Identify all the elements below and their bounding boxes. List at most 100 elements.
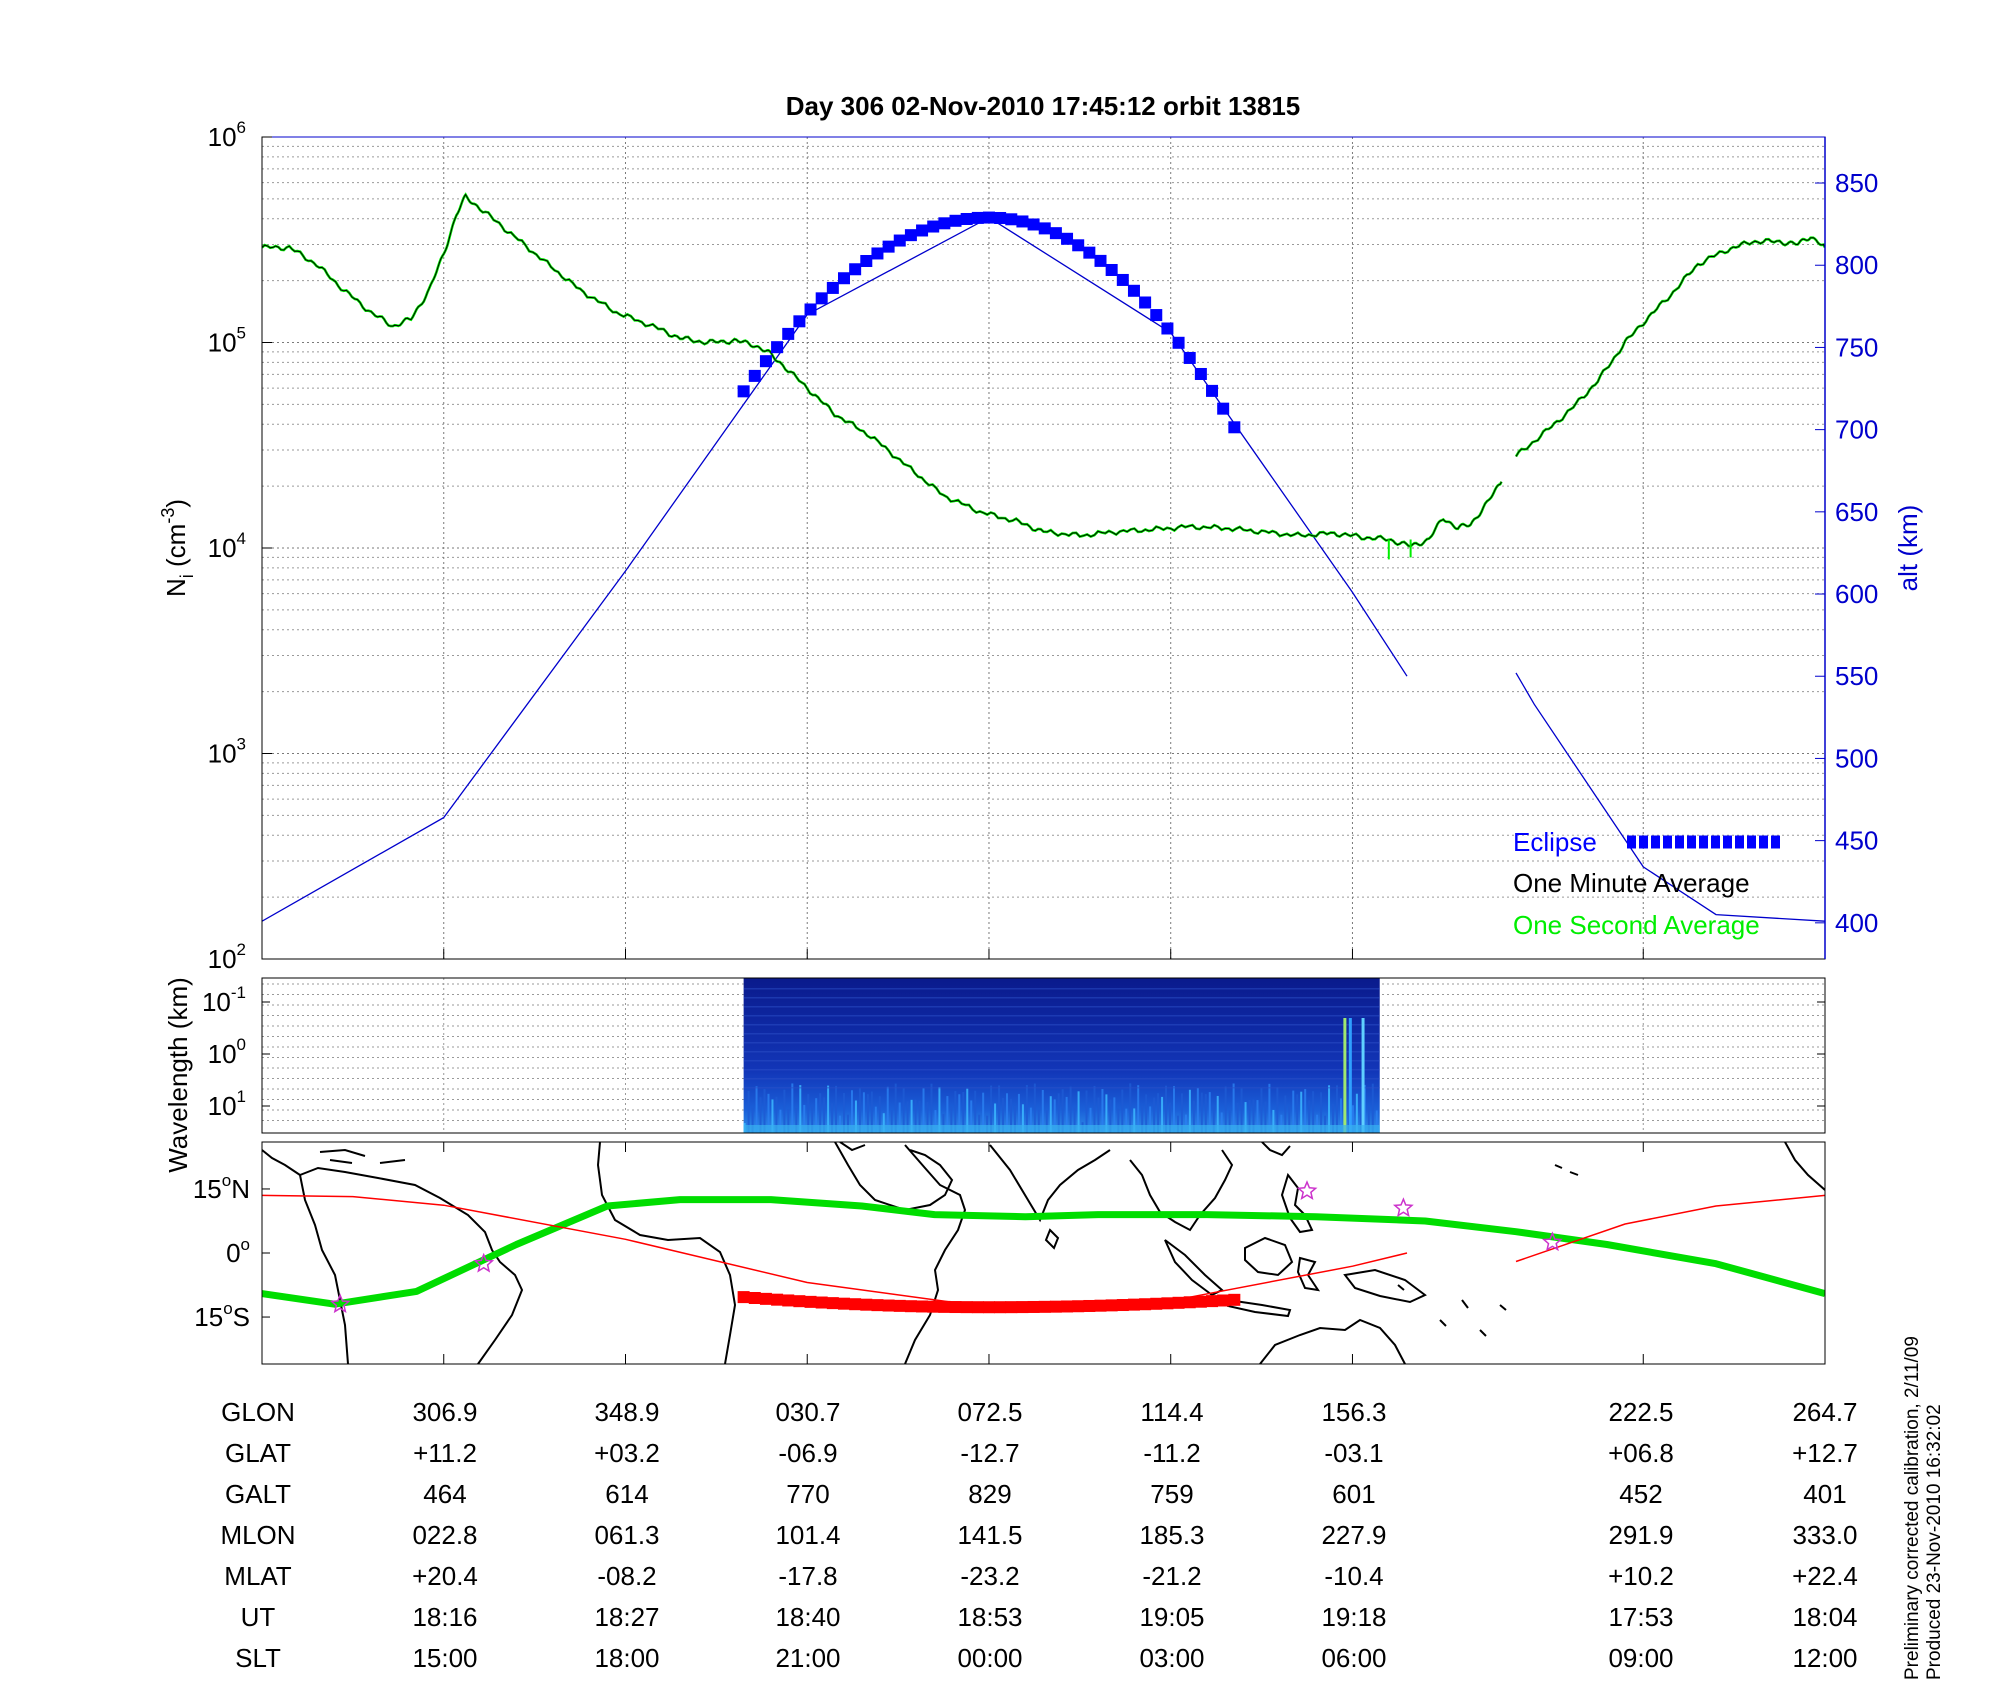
- spectrogram-streak: [1208, 1092, 1211, 1133]
- map-tick-hemisphere: S: [233, 1302, 250, 1332]
- table-cell: 19:05: [1139, 1602, 1204, 1632]
- map-tick-value: 15: [193, 1174, 222, 1204]
- table-cell: 156.3: [1321, 1397, 1386, 1427]
- star-icon: [1392, 1197, 1414, 1218]
- map-eclipse-markers: [737, 1291, 1241, 1314]
- legend-eclipse-label: Eclipse: [1513, 827, 1597, 857]
- spectrogram-streak: [1288, 1106, 1291, 1133]
- spectrogram-streak: [1161, 1096, 1164, 1133]
- table-cell: 072.5: [957, 1397, 1022, 1427]
- spectrogram-streak: [918, 1100, 921, 1133]
- table-cell: 18:16: [412, 1602, 477, 1632]
- map-eclipse-marker: [1183, 1296, 1196, 1309]
- map-eclipse-marker: [804, 1295, 817, 1308]
- spectrogram-streak: [1013, 1105, 1016, 1133]
- coast-caribbean: [319, 1148, 406, 1164]
- spectrogram-streak: [982, 1092, 985, 1133]
- map-eclipse-marker: [994, 1301, 1007, 1314]
- map-stars: [329, 1180, 1563, 1314]
- map-eclipse-marker: [1027, 1300, 1040, 1313]
- eclipse-marker: [994, 211, 1007, 224]
- spectrogram-streak: [902, 1088, 905, 1133]
- spectrogram-streak: [906, 1101, 909, 1133]
- coast-africa-east: [904, 1144, 967, 1364]
- orbit-table: GLON GLAT GALT MLON MLAT UT SLT 306.9 +11.2 464 02…: [220, 1397, 1857, 1673]
- spectrogram-streak: [1216, 1095, 1219, 1133]
- map-eclipse-marker: [1206, 1295, 1219, 1308]
- spectrogram-streak: [811, 1106, 814, 1133]
- y-tick-label: 106: [208, 118, 246, 152]
- spectrogram-band: [743, 1060, 1380, 1062]
- spectrogram-streak: [1033, 1083, 1036, 1133]
- spectrogram-streak: [894, 1083, 897, 1133]
- spectrogram-streak: [835, 1085, 838, 1133]
- map-eclipse-marker: [1105, 1299, 1118, 1312]
- legend-second-label: One Second Average: [1513, 910, 1760, 940]
- map-eclipse-marker: [815, 1296, 828, 1309]
- eclipse-marker: [971, 211, 984, 224]
- spectrogram-streak: [990, 1085, 993, 1133]
- table-cell: +10.2: [1608, 1561, 1674, 1591]
- table-cell: 141.5: [957, 1520, 1022, 1550]
- spectrogram-streak: [1093, 1086, 1096, 1133]
- spectrogram-streak: [1367, 1107, 1370, 1133]
- spectrogram-streak: [771, 1099, 774, 1133]
- spectrogram-streak: [870, 1091, 873, 1133]
- orbit-track-line: [1515, 1194, 1825, 1263]
- spectrogram-streak: [890, 1110, 893, 1133]
- spectrogram-streak: [803, 1104, 806, 1133]
- table-cell: -17.8: [778, 1561, 837, 1591]
- spectrogram-band: [743, 1078, 1380, 1080]
- table-row-label: UT: [241, 1602, 276, 1632]
- spectrogram-y-label: Wavelength (km): [163, 977, 193, 1173]
- spectrogram-streak: [1268, 1083, 1271, 1133]
- spectrogram-streak: [1017, 1093, 1020, 1133]
- spectrogram-streak: [1125, 1108, 1128, 1133]
- spectrogram-streak: [1153, 1097, 1156, 1133]
- table-cell: -08.2: [597, 1561, 656, 1591]
- map-eclipse-marker: [1083, 1299, 1096, 1312]
- spectrogram-streak: [946, 1096, 949, 1133]
- map-eclipse-marker: [849, 1298, 862, 1311]
- map-tick-hemisphere: N: [231, 1174, 250, 1204]
- alt-tick-label: 850: [1835, 168, 1878, 198]
- table-cell: 101.4: [775, 1520, 840, 1550]
- spectrogram-streak: [747, 1090, 750, 1133]
- alt-tick-label: 450: [1835, 826, 1878, 856]
- spectrogram-streak: [763, 1089, 766, 1133]
- table-cell: 15:00: [412, 1643, 477, 1673]
- spectrogram-streak: [1172, 1086, 1175, 1133]
- magnetic-equator-line: [262, 1196, 1825, 1308]
- spectrogram-streak: [914, 1099, 917, 1133]
- density-y-label-sub: i: [177, 574, 197, 578]
- table-row-label: MLON: [220, 1520, 295, 1550]
- spectrogram-streak: [1300, 1091, 1303, 1133]
- spectrogram-streak: [934, 1110, 937, 1133]
- spectrogram-streak: [978, 1114, 981, 1133]
- eclipse-marker: [1161, 322, 1174, 335]
- spectrogram-streak: [1184, 1114, 1187, 1133]
- alt-tick-label: 650: [1835, 497, 1878, 527]
- spectrogram-streak: [1236, 1103, 1239, 1133]
- spectrogram-streak: [1188, 1089, 1191, 1133]
- spectrogram-streak: [938, 1087, 941, 1133]
- spectrogram-streak: [1180, 1093, 1183, 1133]
- map-eclipse-marker: [1228, 1293, 1241, 1306]
- table-cell: 759: [1150, 1479, 1193, 1509]
- spectrogram-streak: [1009, 1098, 1012, 1133]
- coast-borneo: [1244, 1236, 1294, 1277]
- spectrogram-streak: [866, 1094, 869, 1133]
- spectrogram-streak: [954, 1091, 957, 1133]
- eclipse-marker: [793, 315, 806, 328]
- spectrogram-streak: [1077, 1091, 1080, 1133]
- spectrogram-streak: [1073, 1107, 1076, 1133]
- eclipse-marker: [1127, 284, 1140, 297]
- spec-tick-base: 10: [208, 1039, 237, 1069]
- spectrogram-streak: [1200, 1092, 1203, 1133]
- table-cell: 061.3: [594, 1520, 659, 1550]
- map-eclipse-marker: [1150, 1297, 1163, 1310]
